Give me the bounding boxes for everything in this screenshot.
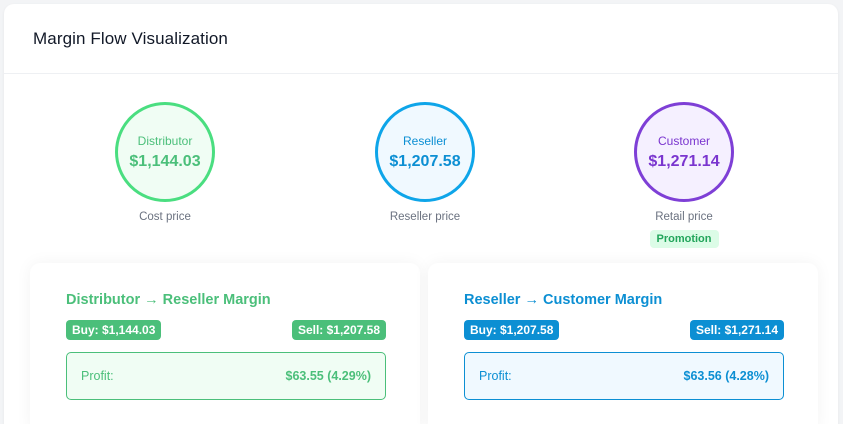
profit-value: $63.55 (4.29%)	[285, 369, 371, 383]
customer-caption: Retail price	[655, 211, 713, 223]
margin-panel-title: Distributor → Reseller Margin	[66, 292, 271, 308]
distributor-label: Distributor	[137, 133, 193, 148]
profit-label: Profit:	[479, 369, 512, 383]
distributor-node: Distributor $1,144.03 Cost price	[95, 102, 235, 223]
buy-price-badge: Buy: $1,144.03	[66, 320, 162, 340]
margin-panel-title: Reseller → Customer Margin	[464, 292, 663, 308]
page-title: Margin Flow Visualization	[33, 28, 228, 48]
buy-price-badge: Buy: $1,207.58	[464, 320, 560, 340]
profit-box: Profit: $63.55 (4.29%)	[66, 352, 386, 400]
customer-node: Customer $1,271.14 Retail price Promotio…	[614, 102, 754, 248]
distributor-reseller-margin-panel: Distributor → Reseller Margin Buy: $1,14…	[30, 263, 420, 424]
distributor-circle: Distributor $1,144.03	[115, 102, 215, 202]
sell-price-badge: Sell: $1,271.14	[689, 320, 784, 340]
profit-value: $63.56 (4.28%)	[683, 369, 769, 383]
promotion-badge: Promotion	[649, 230, 719, 248]
flow-nodes: Distributor $1,144.03 Cost price Reselle…	[4, 102, 838, 252]
reseller-caption: Reseller price	[389, 211, 461, 223]
reseller-customer-margin-panel: Reseller → Customer Margin Buy: $1,207.5…	[428, 263, 818, 424]
reseller-label: Reseller	[402, 133, 447, 148]
profit-label: Profit:	[81, 369, 114, 383]
reseller-circle: Reseller $1,207.58	[375, 102, 475, 202]
reseller-node: Reseller $1,207.58 Reseller price	[355, 102, 495, 223]
card-header: Margin Flow Visualization	[4, 4, 838, 74]
customer-circle: Customer $1,271.14	[634, 102, 734, 202]
margin-flow-card: Margin Flow Visualization Distributor $1…	[4, 4, 838, 424]
profit-box: Profit: $63.56 (4.28%)	[464, 352, 784, 400]
customer-amount: $1,271.14	[648, 152, 720, 170]
sell-price-badge: Sell: $1,207.58	[291, 320, 386, 340]
customer-label: Customer	[657, 133, 710, 148]
distributor-caption: Cost price	[139, 211, 191, 223]
reseller-amount: $1,207.58	[389, 152, 461, 170]
distributor-amount: $1,144.03	[129, 152, 201, 170]
